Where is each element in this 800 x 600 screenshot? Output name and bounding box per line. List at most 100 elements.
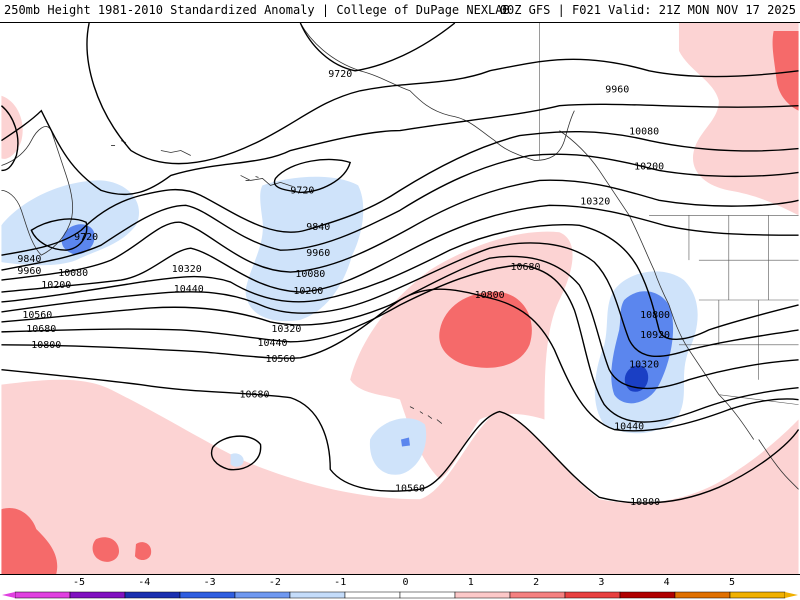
colorbar-segment <box>179 591 236 599</box>
contour-10920-loop <box>210 435 262 471</box>
contour-10680 <box>1 264 799 423</box>
alaska-coast <box>300 23 575 161</box>
contour-10920-south <box>1 369 800 504</box>
contour-10200 <box>1 204 799 293</box>
contour-label: 9720 <box>290 185 314 196</box>
contour-label-layer: 9720 9960 10080 10200 10320 9720 9840 99… <box>17 69 670 508</box>
height-contours <box>0 23 800 504</box>
contour-9840 <box>1 131 799 256</box>
model-run-info: 00Z GFS | F021 Valid: 21Z MON NOV 17 202… <box>499 3 796 17</box>
positive-anomaly-northeast <box>678 23 799 216</box>
contour-label: 10560 <box>395 483 425 494</box>
baja-coast <box>758 439 799 490</box>
contour-label: 10560 <box>265 354 295 365</box>
contour-9960 <box>1 153 799 271</box>
contour-10560 <box>1 255 799 390</box>
header-bar: 250mb Height 1981-2010 Standardized Anom… <box>0 0 800 22</box>
contour-10080 <box>1 179 799 281</box>
contour-9720-bering <box>30 218 88 251</box>
mexico-border <box>718 394 799 405</box>
contour-label: 9960 <box>17 266 41 277</box>
contour-label: 10320 <box>629 360 659 371</box>
contour-label: 10680 <box>511 262 541 273</box>
positive-anomaly-core <box>439 291 532 368</box>
colorbar-tick-label: 4 <box>664 577 670 588</box>
contour-label: 9720 <box>328 69 352 80</box>
positive-anomaly-northeast-core <box>772 30 799 111</box>
contour-label: 10560 <box>22 310 52 321</box>
contour-label: 10200 <box>634 161 664 172</box>
colorbar-segment <box>14 591 71 599</box>
colorbar-tick-label: 0 <box>402 577 408 588</box>
contour-label: 10320 <box>172 264 202 275</box>
colorbar-tick-label: 1 <box>468 577 474 588</box>
colorbar-segment <box>234 591 291 599</box>
contour-label: 10800 <box>630 497 660 508</box>
california-coast <box>668 304 755 440</box>
positive-anomaly-southwest-blob2 <box>134 542 152 560</box>
colorbar-tick-label: -3 <box>204 577 216 588</box>
contour-label: 10440 <box>174 284 204 295</box>
colorbar-tick-label: 2 <box>533 577 539 588</box>
colorbar-tick-labels: -5 -4 -3 -2 -1 0 1 2 3 4 5 <box>73 577 735 588</box>
colorbar-segment <box>69 591 126 599</box>
negative-anomaly-hawaii-core <box>400 437 410 447</box>
contour-label: 9720 <box>74 232 98 243</box>
contour-label: 10680 <box>26 324 56 335</box>
contour-label: 10920 <box>640 330 670 341</box>
contour-label: 10200 <box>41 280 71 291</box>
positive-anomaly-southwest-blob <box>92 537 120 562</box>
contour-10080-north <box>1 103 799 195</box>
negative-anomaly-gulf-alaska <box>245 176 364 322</box>
contour-9960-north <box>86 23 799 165</box>
colorbar-tick-label: 5 <box>729 577 735 588</box>
contour-label: 9840 <box>17 254 41 265</box>
colorbar-tick-label: -1 <box>334 577 346 588</box>
contour-label: 10320 <box>271 324 301 335</box>
contour-label: 10680 <box>240 390 270 401</box>
kamchatka-coast <box>1 126 74 256</box>
negative-anomaly-west-coast-core <box>624 365 649 392</box>
contour-label: 9960 <box>605 85 629 96</box>
contour-kamchatka <box>0 105 19 172</box>
negative-anomaly-small <box>230 453 244 467</box>
colorbar-segment <box>729 591 786 599</box>
state-borders <box>539 23 799 405</box>
anomaly-map: 9720 9960 10080 10200 10320 9720 9840 99… <box>0 22 800 575</box>
contour-10800 <box>1 288 799 432</box>
colorbar-segment <box>619 591 676 599</box>
colorbar-segment <box>454 591 511 599</box>
contour-label: 10800 <box>31 340 61 351</box>
colorbar-segment <box>344 591 401 599</box>
negative-anomaly-hawaii <box>369 418 427 475</box>
contour-label: 10080 <box>295 269 325 280</box>
contour-label: 10320 <box>580 196 610 207</box>
us-state-lines <box>678 215 799 380</box>
map-title: 250mb Height 1981-2010 Standardized Anom… <box>4 3 510 17</box>
aleutian-chain <box>160 150 293 187</box>
colorbar-segment <box>564 591 621 599</box>
positive-anomaly-south <box>1 379 799 574</box>
anomaly-colorbar: -5 -4 -3 -2 -1 0 1 2 3 4 5 <box>2 577 798 599</box>
contour-label: 10800 <box>475 290 505 301</box>
bering-islands <box>111 140 259 181</box>
contour-9720-gulf <box>273 158 352 194</box>
colorbar-segments <box>2 591 798 599</box>
colorbar-segment <box>399 591 456 599</box>
contour-label: 10080 <box>629 127 659 138</box>
positive-anomaly-southwest-core <box>1 507 58 574</box>
contour-label: 9840 <box>306 222 330 233</box>
contour-label: 10200 <box>293 286 323 297</box>
colorbar-segment <box>289 591 346 599</box>
contour-label: 9960 <box>306 248 330 259</box>
contour-label: 10440 <box>257 338 287 349</box>
colorbar-arrow-right <box>785 592 798 598</box>
contour-10440 <box>1 242 799 358</box>
colorbar-segment <box>509 591 566 599</box>
colorbar-segment <box>124 591 181 599</box>
hawaii-islands <box>409 406 443 424</box>
colorbar-tick-label: -4 <box>138 577 150 588</box>
colorbar-tick-label: -5 <box>73 577 85 588</box>
colorbar-segment <box>674 591 731 599</box>
contour-9720-north <box>299 23 456 72</box>
